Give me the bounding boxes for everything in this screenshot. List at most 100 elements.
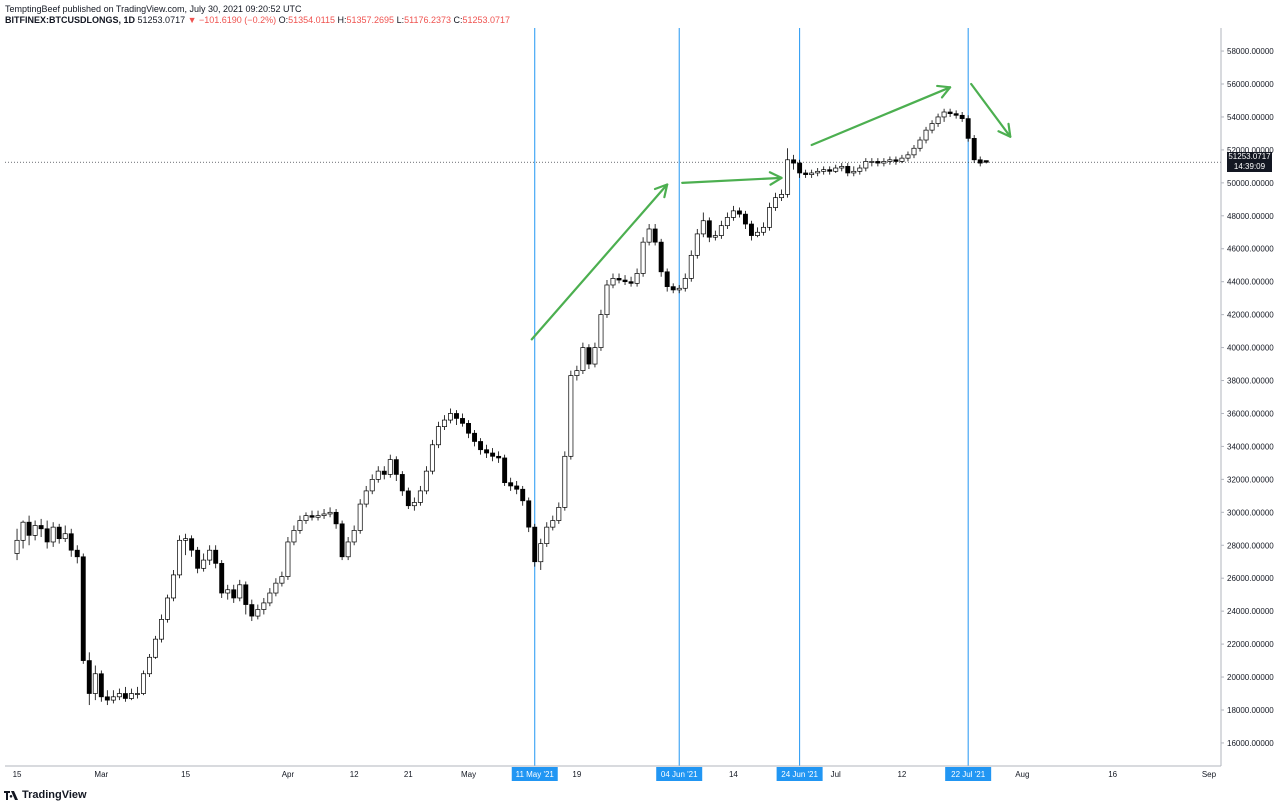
candle-body [26,521,32,536]
date-tag: 22 Jul '21 [945,767,992,781]
candle [297,515,303,534]
candle [363,485,369,508]
candle-body [965,118,971,139]
trend-arrow [530,183,669,341]
date-tag-bg [656,767,703,781]
candle-body [640,241,646,274]
time-tick-label: 15 [181,770,190,779]
candle-body [767,207,772,228]
candle-body [273,582,279,594]
candle-body [736,210,742,215]
candle [977,156,983,167]
candle [279,571,285,587]
candle-body [423,470,429,492]
candle [730,205,736,221]
candle [74,545,80,564]
candle-body [68,533,74,551]
time-tick-label: Apr [282,770,295,779]
candle-body [947,111,953,115]
candle [429,439,435,475]
time-tick-label: Jul [831,770,841,779]
candle [592,342,598,368]
candle [514,481,520,495]
candle-body [664,271,670,287]
candle [189,535,195,557]
arrow-shaft [970,82,1012,138]
candle-body [706,220,712,238]
candle-body [929,123,935,131]
close-value: 51253.0717 [462,15,511,25]
candle [309,510,315,521]
candle [863,158,869,172]
candle [971,135,977,164]
candle [562,451,568,511]
candle [339,520,345,561]
candle-body [755,231,760,236]
candle-body [718,225,724,236]
candle [857,164,863,175]
candle [791,154,797,170]
price-tick-label: 58000.00000 [1227,47,1274,56]
candle [803,169,809,178]
candle [845,163,851,177]
candle-body [586,347,592,365]
price-tick-label: 40000.00000 [1227,344,1274,353]
candle-body [851,170,857,174]
price-tick-label: 42000.00000 [1227,311,1274,320]
candle-body [923,129,929,141]
candle-body [14,539,20,554]
candle [484,444,490,458]
candle [628,276,634,287]
symbol-label[interactable]: BITFINEX:BTCUSDLONGS, 1D [5,15,136,25]
candle [435,421,441,449]
candle-body [303,515,309,521]
candle [923,126,929,144]
candle [556,502,562,524]
candle [761,222,766,236]
high-value: 51357.2695 [346,15,395,25]
time-tick-label: 16 [1108,770,1117,779]
candle [441,415,447,430]
candle-body [905,154,911,159]
candle-body [730,210,736,218]
candle-body [676,287,682,291]
candle-body [484,449,490,454]
candle-body [213,549,219,564]
candle-body [393,459,399,475]
candle-body [104,696,110,701]
candle-body [863,161,869,169]
candle-body [899,157,905,162]
candle [98,670,104,702]
candle [604,280,610,318]
candle [827,166,833,175]
time-tick-label: 21 [404,770,413,779]
candle [86,652,92,706]
candle-body [550,520,556,528]
tradingview-logo[interactable]: TradingView [4,789,87,801]
candle [26,515,32,546]
candle [110,690,116,704]
candle-body [526,500,532,528]
candle [134,686,140,699]
candle-body [646,228,652,243]
candle-body [122,693,128,699]
ohlc-legend: BITFINEX:BTCUSDLONGS, 1D 51253.0717 ▼ −1… [5,15,510,26]
candle-body [237,584,243,599]
candle [736,207,742,218]
candle-body [622,279,628,283]
candle-body [411,502,417,507]
candle-body [255,609,261,617]
candle-body [977,159,983,164]
last-price-tag: 51253.0717 14:39:09 [1227,152,1272,172]
candle-body [628,281,634,284]
candle [640,237,646,277]
candle-body [62,533,68,540]
price-tag-value: 51253.0717 [1228,152,1271,161]
arrow-head [653,183,669,199]
candle-body [116,693,122,698]
candle-body [297,520,303,531]
candle-body [429,444,435,472]
candle-body [748,223,754,236]
candle [869,158,875,167]
